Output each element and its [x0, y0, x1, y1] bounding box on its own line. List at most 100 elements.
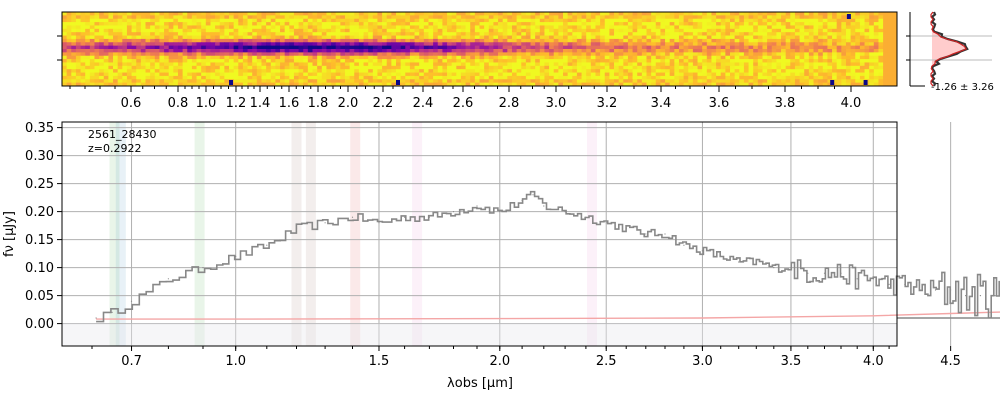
heatmap-cell: [122, 22, 128, 26]
heatmap-cell: [623, 55, 629, 60]
heatmap-cell: [730, 22, 736, 26]
heatmap-cell: [479, 79, 485, 84]
heatmap-cell: [637, 62, 643, 67]
heatmap-cell: [488, 82, 494, 87]
heatmap-cell: [521, 82, 527, 87]
heatmap-cell: [558, 65, 564, 70]
heatmap-cell: [655, 62, 661, 67]
heatmap-cell: [150, 22, 156, 26]
heatmap-cell: [80, 35, 86, 40]
heatmap-cell: [785, 62, 791, 67]
heatmap-cell: [850, 49, 856, 53]
heatmap-cell: [252, 25, 258, 30]
heatmap-cell: [363, 62, 369, 67]
heatmap-cell: [270, 55, 276, 60]
x-tick-label: 3.4: [651, 96, 672, 111]
heatmap-cell: [460, 49, 466, 53]
heatmap-cell: [168, 82, 174, 87]
heatmap-cell: [549, 52, 555, 57]
heatmap-cell: [864, 22, 870, 26]
heatmap-cell: [474, 72, 480, 77]
heatmap-cell: [196, 12, 202, 16]
heatmap-cell: [372, 69, 378, 73]
heatmap-cell: [651, 15, 657, 20]
heatmap-cell: [558, 35, 564, 40]
heatmap-cell: [229, 52, 235, 57]
heatmap-cell: [317, 82, 323, 87]
heatmap-cell: [813, 35, 819, 40]
heatmap-cell: [850, 55, 856, 60]
heatmap-cell: [776, 79, 782, 84]
heatmap-cell: [331, 12, 337, 16]
heatmap-cell: [790, 55, 796, 60]
heatmap-cell: [641, 35, 647, 40]
heatmap-cell: [771, 28, 777, 33]
heatmap-cell: [331, 55, 337, 60]
heatmap-cell: [841, 22, 847, 26]
heatmap-cell: [275, 82, 281, 87]
heatmap-cell: [535, 79, 541, 84]
heatmap-cell: [284, 28, 290, 33]
heatmap-cell: [219, 32, 225, 36]
heatmap-cell: [832, 28, 838, 33]
heatmap-cell: [887, 22, 893, 26]
heatmap-cell: [159, 55, 165, 60]
heatmap-cell: [326, 82, 332, 87]
heatmap-cell: [869, 62, 875, 67]
heatmap-cell: [521, 42, 527, 47]
flux-point: [351, 216, 354, 218]
heatmap-cell: [321, 32, 327, 36]
heatmap-cell: [168, 32, 174, 36]
heatmap-cell: [665, 59, 671, 63]
heatmap-cell: [697, 25, 703, 30]
heatmap-cell: [340, 15, 346, 20]
heatmap-cell: [595, 32, 601, 36]
heatmap-cell: [892, 35, 898, 40]
heatmap-cell: [460, 28, 466, 33]
heatmap-cell: [229, 12, 235, 16]
heatmap-cell: [470, 62, 476, 67]
heatmap-cell: [655, 25, 661, 30]
heatmap-cell: [460, 55, 466, 60]
heatmap-cell: [869, 22, 875, 26]
heatmap-cell: [164, 18, 170, 23]
heatmap-cell: [794, 69, 800, 73]
heatmap-cell: [767, 28, 773, 33]
heatmap-cell: [790, 12, 796, 16]
heatmap-cell: [349, 79, 355, 84]
heatmap-cell: [563, 75, 569, 80]
heatmap-cell: [641, 59, 647, 63]
heatmap-cell: [256, 82, 262, 87]
heatmap-cell: [785, 75, 791, 80]
heatmap-cell: [822, 59, 828, 63]
heatmap-cell: [757, 79, 763, 84]
heatmap-cell: [405, 45, 411, 50]
heatmap-cell: [414, 42, 420, 47]
heatmap-cell: [460, 25, 466, 30]
heatmap-cell: [419, 49, 425, 53]
heatmap-cell: [229, 75, 235, 80]
heatmap-cell: [470, 35, 476, 40]
heatmap-cell: [94, 69, 100, 73]
heatmap-cell: [219, 69, 225, 73]
flux-point: [95, 317, 97, 319]
heatmap-cell: [586, 72, 592, 77]
heatmap-cell: [878, 72, 884, 77]
heatmap-cell: [525, 69, 531, 73]
heatmap-cell: [660, 32, 666, 36]
heatmap-cell: [326, 72, 332, 77]
heatmap-cell: [136, 52, 142, 57]
heatmap-cell: [539, 62, 545, 67]
heatmap-cell: [614, 62, 620, 67]
heatmap-cell: [627, 62, 633, 67]
heatmap-cell: [804, 72, 810, 77]
heatmap-cell: [433, 42, 439, 47]
heatmap-cell: [804, 35, 810, 40]
emission-line-band: [115, 122, 126, 346]
heatmap-cell: [498, 28, 504, 33]
heatmap-cell: [544, 22, 550, 26]
heatmap-cell: [762, 62, 768, 67]
heatmap-cell: [572, 15, 578, 20]
heatmap-cell: [632, 32, 638, 36]
heatmap-cell: [126, 32, 132, 36]
